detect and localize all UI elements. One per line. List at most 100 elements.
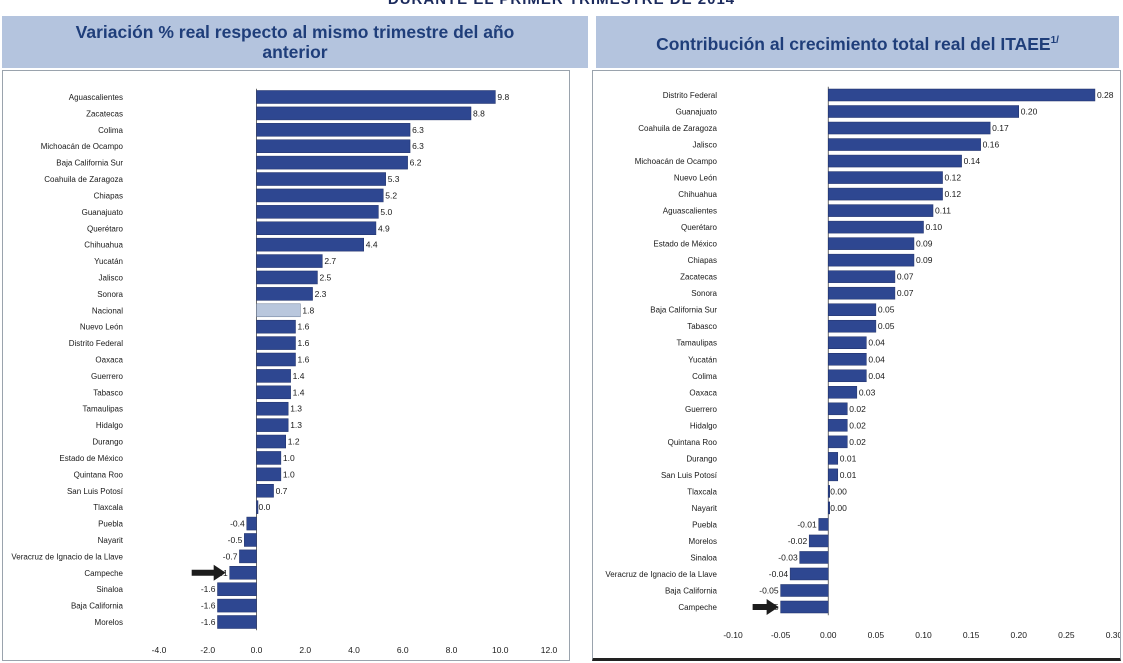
left-chart-x-tick-3: 2.0 <box>299 645 311 655</box>
left-chart-value-label-oaxaca: 1.6 <box>298 355 310 365</box>
right-chart-value-label-nuevo-leon: 0.12 <box>945 173 962 183</box>
right-chart-category-label-san-luis-potosi: San Luis Potosí <box>661 471 718 480</box>
left-chart-bar-jalisco <box>256 270 318 285</box>
left-chart-category-label-tamaulipas: Tamaulipas <box>83 405 123 414</box>
right-chart-bar-hidalgo <box>828 419 848 432</box>
left-chart-bar-chiapas <box>256 188 384 203</box>
left-chart-bar-queretaro <box>256 221 377 235</box>
right-chart-value-label-quintana-roo: 0.02 <box>849 437 866 447</box>
left-chart-panel: Aguascalientes 9.8 Zacatecas 8.8 Colima 6.3 Mi… <box>2 70 570 661</box>
left-chart-category-label-veracruz-de-ignacio-de-la-llave: Veracruz de Ignacio de la Llave <box>11 552 123 561</box>
right-chart-category-label-zacatecas: Zacatecas <box>680 273 717 282</box>
left-chart-category-label-coahuila-de-zaragoza: Coahuila de Zaragoza <box>44 175 123 184</box>
right-chart-title: Contribución al crecimiento total real d… <box>656 33 1051 54</box>
left-chart-category-label-zacatecas: Zacatecas <box>86 109 123 118</box>
right-chart-bar-aguascalientes <box>828 204 934 217</box>
right-chart-category-label-hidalgo: Hidalgo <box>690 421 718 430</box>
left-chart-x-tick-7: 10.0 <box>492 645 509 655</box>
right-chart-category-label-michoacan-de-ocampo: Michoacán de Ocampo <box>635 157 718 166</box>
right-chart-category-label-baja-california-sur: Baja California Sur <box>650 306 717 315</box>
left-chart-category-label-nayarit: Nayarit <box>98 536 124 545</box>
left-chart-category-label-nacional: Nacional <box>92 306 123 315</box>
left-chart-bar-aguascalientes <box>256 90 496 104</box>
right-chart-category-label-nayarit: Nayarit <box>692 504 718 513</box>
left-chart-category-label-nuevo-leon: Nuevo León <box>80 323 123 332</box>
left-chart-bar-morelos <box>217 615 257 629</box>
left-chart-x-tick-2: 0.0 <box>251 645 263 655</box>
left-chart-value-label-tamaulipas: 1.3 <box>290 404 302 414</box>
left-chart-bar-chihuahua <box>256 237 364 252</box>
left-chart-category-label-morelos: Morelos <box>95 618 123 627</box>
right-chart-category-label-queretaro: Querétaro <box>681 223 718 232</box>
left-chart-value-label-distrito-federal: 1.6 <box>298 338 310 348</box>
right-chart-category-label-durango: Durango <box>686 454 717 463</box>
right-chart-x-tick-2: 0.00 <box>820 630 837 640</box>
left-chart-value-label-tlaxcala: 0.0 <box>259 502 271 512</box>
left-chart-bar-nuevo-leon <box>256 319 296 334</box>
right-chart-x-tick-6: 0.20 <box>1010 630 1027 640</box>
left-chart-category-label-colima: Colima <box>98 126 123 135</box>
left-chart-category-label-hidalgo: Hidalgo <box>96 421 124 430</box>
left-chart-bar-veracruz-de-ignacio-de-la-llave <box>239 549 257 564</box>
left-chart-value-label-sinaloa: -1.6 <box>201 584 216 594</box>
right-chart-bar-veracruz-de-ignacio-de-la-llave <box>789 567 829 581</box>
right-chart-bar-san-luis-potosi <box>828 468 839 482</box>
left-chart-bar-baja-california-sur <box>256 155 408 170</box>
left-chart-category-label-baja-california: Baja California <box>71 602 124 611</box>
right-chart-value-label-guanajuato: 0.20 <box>1021 107 1038 117</box>
left-chart-bar-zacatecas <box>256 106 472 121</box>
right-chart-category-label-puebla: Puebla <box>692 520 717 529</box>
right-chart-value-label-sinaloa: -0.03 <box>778 552 798 562</box>
left-chart-x-tick-8: 12.0 <box>541 645 558 655</box>
right-chart-bar-jalisco <box>828 138 981 151</box>
right-chart-category-label-nuevo-leon: Nuevo León <box>674 174 717 183</box>
right-chart-bar-oaxaca <box>828 386 858 399</box>
left-chart-category-label-durango: Durango <box>92 438 123 447</box>
left-chart-category-label-tlaxcala: Tlaxcala <box>93 503 123 512</box>
right-chart-value-label-baja-california-sur: 0.05 <box>878 305 895 315</box>
right-chart-bar-michoacan-de-ocampo <box>828 154 962 168</box>
right-chart-bar-nayarit <box>828 501 830 515</box>
right-chart-bar-guanajuato <box>828 105 1019 118</box>
left-chart-bar-quintana-roo <box>256 467 282 482</box>
left-chart-bar-michoacan-de-ocampo <box>256 139 411 153</box>
left-chart-category-label-distrito-federal: Distrito Federal <box>69 339 123 348</box>
left-chart-bar-campeche <box>229 566 257 580</box>
page-top-title: DURANTE EL PRIMER TRIMESTRE DE 2014 <box>0 0 1123 14</box>
left-chart-bar-tamaulipas <box>256 401 289 416</box>
left-chart-bar-puebla <box>246 516 257 531</box>
left-chart-bar-baja-california <box>217 598 257 613</box>
left-chart-value-label-quintana-roo: 1.0 <box>283 469 295 479</box>
right-chart-value-label-colima: 0.04 <box>868 371 885 381</box>
left-chart-value-label-chihuahua: 4.4 <box>366 240 378 250</box>
right-chart-value-label-chiapas: 0.09 <box>916 255 933 265</box>
right-chart-category-label-chihuahua: Chihuahua <box>678 190 717 199</box>
left-chart-bar-nacional <box>256 303 301 318</box>
right-chart-value-label-coahuila-de-zaragoza: 0.17 <box>992 123 1009 133</box>
right-chart-value-label-estado-de-mexico: 0.09 <box>916 239 933 249</box>
right-chart-bar-baja-california-sur <box>828 303 877 316</box>
right-chart-category-label-baja-california: Baja California <box>665 586 718 595</box>
right-chart-category-label-guanajuato: Guanajuato <box>676 108 718 117</box>
right-chart-value-label-zacatecas: 0.07 <box>897 272 914 282</box>
left-chart-bar-guanajuato <box>256 205 379 219</box>
left-chart-value-label-puebla: -0.4 <box>230 519 245 529</box>
left-chart-bar-distrito-federal <box>256 336 296 350</box>
right-chart-x-tick-7: 0.25 <box>1058 630 1075 640</box>
right-chart-bar-quintana-roo <box>828 435 848 449</box>
right-chart-bar-yucatan <box>828 353 867 366</box>
left-chart-bar-sinaloa <box>217 582 257 596</box>
right-chart-category-label-jalisco: Jalisco <box>693 141 718 150</box>
left-chart-category-label-yucatan: Yucatán <box>94 257 123 266</box>
left-chart-value-label-nacional: 1.8 <box>302 305 314 315</box>
right-chart-svg: Distrito Federal 0.28 Guanajuato 0.20 Coahui… <box>605 86 1120 640</box>
left-chart-value-label-coahuila-de-zaragoza: 5.3 <box>388 174 400 184</box>
right-chart-value-label-nayarit: 0.00 <box>830 503 847 513</box>
left-chart-bar-colima <box>256 123 411 137</box>
left-chart-bar-san-luis-potosi <box>256 484 274 498</box>
right-chart-value-label-veracruz-de-ignacio-de-la-llave: -0.04 <box>769 569 789 579</box>
left-chart-value-label-baja-california-sur: 6.2 <box>410 158 422 168</box>
left-chart-value-label-chiapas: 5.2 <box>385 190 397 200</box>
left-chart-title-line2: anterior <box>262 42 328 62</box>
left-chart-value-label-aguascalientes: 9.8 <box>497 92 509 102</box>
